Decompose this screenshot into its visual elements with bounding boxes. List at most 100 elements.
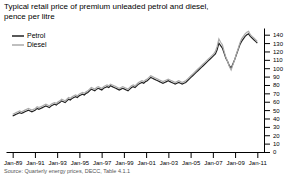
x-tick: Jan-11 — [249, 152, 268, 166]
x-tick: Jan-09 — [226, 152, 245, 166]
legend: Petrol Diesel — [12, 32, 47, 48]
y-axis: 0 10 20 30 40 50 60 70 80 90 100 110 120 130 140 — [264, 29, 284, 156]
y-tick-label: 90 — [273, 74, 280, 80]
y-tick-mark — [264, 102, 270, 103]
y-tick-label: 10 — [273, 141, 280, 147]
plot: Jan-89Jan-91Jan-93Jan-95Jan-97Jan-99Jan-… — [4, 29, 284, 167]
y-tick-mark — [264, 35, 270, 36]
y-tick-label: 70 — [273, 91, 280, 97]
x-tick-label: Jan-11 — [249, 160, 268, 166]
x-tick: Jan-01 — [137, 152, 156, 166]
x-tick: Jan-03 — [160, 152, 179, 166]
x-tick-label: Jan-97 — [93, 160, 112, 166]
x-tick-label: Jan-93 — [48, 160, 67, 166]
y-tick-label: 0 — [273, 149, 277, 155]
x-tick-label: Jan-09 — [226, 160, 245, 166]
y-tick-label: 140 — [273, 32, 284, 38]
y-tick: 0 — [264, 149, 277, 155]
x-tick-mark — [146, 152, 147, 158]
x-tick-label: Jan-03 — [160, 160, 179, 166]
series-group — [13, 31, 258, 116]
y-tick-label: 80 — [273, 82, 280, 88]
y-tick: 50 — [264, 108, 280, 114]
x-tick: Jan-91 — [26, 152, 45, 166]
legend-swatch — [12, 44, 24, 46]
line-1 — [13, 31, 258, 114]
y-tick: 90 — [264, 74, 280, 80]
y-tick-mark — [264, 110, 270, 111]
x-tick-label: Jan-89 — [4, 160, 23, 166]
x-tick-mark — [124, 152, 125, 158]
y-tick-mark — [264, 60, 270, 61]
x-tick-mark — [235, 152, 236, 158]
y-tick-mark — [264, 152, 270, 153]
x-tick-label: Jan-07 — [204, 160, 223, 166]
x-tick-mark — [57, 152, 58, 158]
y-tick-mark — [264, 77, 270, 78]
y-tick: 120 — [264, 49, 284, 55]
y-tick: 30 — [264, 124, 280, 130]
x-axis-line — [7, 152, 265, 153]
y-tick-label: 130 — [273, 41, 284, 47]
x-tick-mark — [79, 152, 80, 158]
x-tick: Jan-05 — [182, 152, 201, 166]
y-tick-label: 20 — [273, 133, 280, 139]
x-axis: Jan-89Jan-91Jan-93Jan-95Jan-97Jan-99Jan-… — [4, 152, 267, 166]
x-tick: Jan-89 — [4, 152, 23, 166]
y-tick: 40 — [264, 116, 280, 122]
x-tick: Jan-07 — [204, 152, 223, 166]
x-tick-mark — [35, 152, 36, 158]
x-tick: Jan-99 — [115, 152, 134, 166]
y-tick: 60 — [264, 99, 280, 105]
x-tick-mark — [102, 152, 103, 158]
y-tick: 20 — [264, 133, 280, 139]
title: Typical retail price of premium unleaded… — [4, 2, 209, 11]
y-tick-label: 120 — [273, 49, 284, 55]
legend-label: Diesel — [27, 41, 47, 48]
x-tick-label: Jan-99 — [115, 160, 134, 166]
legend-item: Petrol — [12, 32, 46, 39]
x-tick-label: Jan-05 — [182, 160, 201, 166]
x-tick-mark — [213, 152, 214, 158]
y-tick-mark — [264, 51, 270, 52]
y-tick: 110 — [264, 57, 283, 63]
y-tick-label: 40 — [273, 116, 280, 122]
y-tick-mark — [264, 43, 270, 44]
y-axis-line — [264, 29, 265, 153]
x-tick: Jan-97 — [93, 152, 112, 166]
y-tick: 130 — [264, 41, 284, 47]
x-tick: Jan-95 — [71, 152, 90, 166]
y-tick: 140 — [264, 32, 284, 38]
y-tick-mark — [264, 127, 270, 128]
y-tick-label: 100 — [273, 66, 284, 72]
x-tick-label: Jan-01 — [137, 160, 156, 166]
legend-swatch — [12, 35, 24, 37]
y-tick-mark — [264, 68, 270, 69]
y-tick: 100 — [264, 66, 284, 72]
y-tick-label: 60 — [273, 99, 280, 105]
line-0 — [13, 34, 258, 116]
legend-item: Diesel — [12, 41, 47, 48]
source: Source: Quarterly energy prices, DECC, T… — [4, 168, 130, 174]
x-tick-label: Jan-91 — [26, 160, 45, 166]
chart: Typical retail price of premium unleaded… — [0, 0, 286, 176]
y-tick: 70 — [264, 91, 280, 97]
legend-label: Petrol — [27, 32, 46, 39]
x-tick-mark — [168, 152, 169, 158]
subtitle: pence per litre — [4, 12, 55, 21]
y-tick-mark — [264, 93, 270, 94]
x-tick: Jan-93 — [48, 152, 67, 166]
y-tick-label: 110 — [273, 57, 283, 63]
y-tick-mark — [264, 144, 270, 145]
x-tick-mark — [257, 152, 258, 158]
x-tick-mark — [13, 152, 14, 158]
y-tick-mark — [264, 135, 270, 136]
y-tick: 80 — [264, 82, 280, 88]
x-tick-label: Jan-95 — [71, 160, 90, 166]
y-tick-mark — [264, 85, 270, 86]
x-tick-mark — [191, 152, 192, 158]
y-tick-mark — [264, 118, 270, 119]
y-tick-label: 50 — [273, 108, 280, 114]
y-tick: 10 — [264, 141, 280, 147]
y-tick-label: 30 — [273, 124, 280, 130]
